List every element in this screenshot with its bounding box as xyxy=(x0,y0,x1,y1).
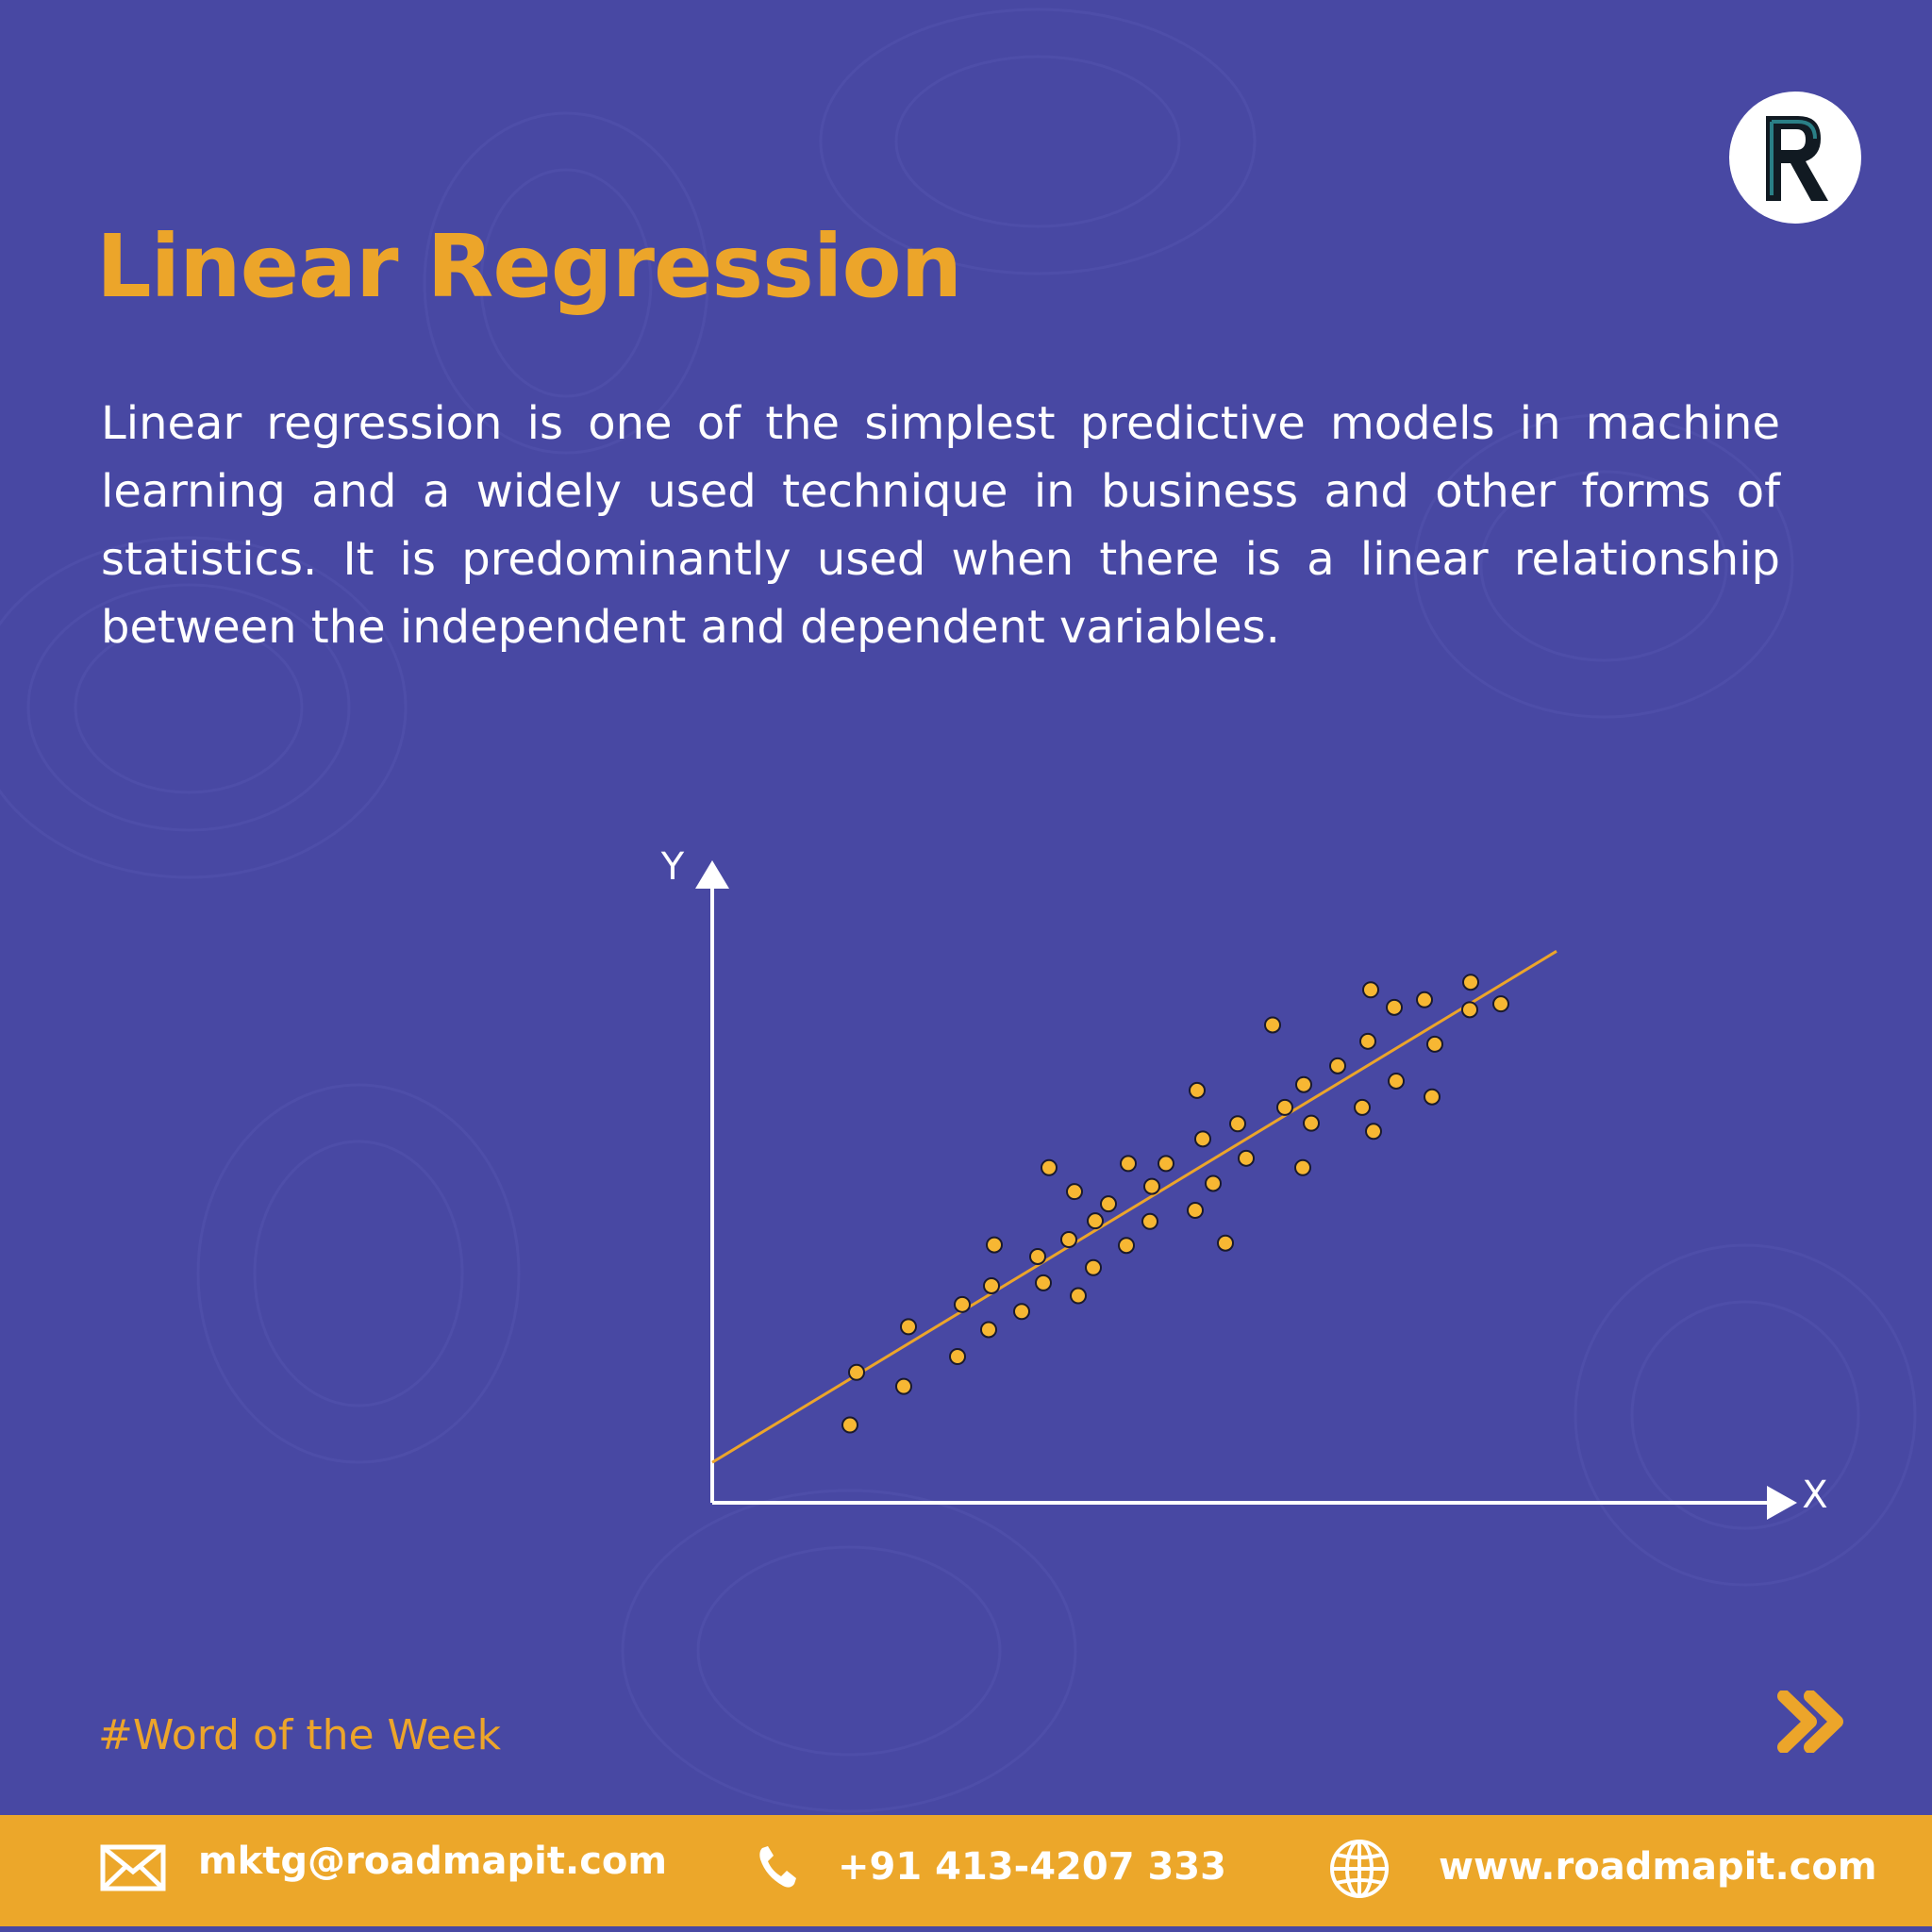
data-point xyxy=(954,1295,971,1313)
data-point xyxy=(1229,1115,1246,1133)
data-point xyxy=(1238,1149,1255,1167)
data-point xyxy=(1303,1114,1320,1132)
data-point xyxy=(1118,1237,1135,1255)
data-point xyxy=(1070,1287,1087,1305)
data-point xyxy=(1276,1098,1293,1116)
scatter-chart: Y X xyxy=(660,845,1828,1520)
data-point xyxy=(1359,1032,1376,1050)
data-point xyxy=(1087,1212,1104,1230)
data-point xyxy=(1100,1195,1117,1213)
data-point xyxy=(1365,1123,1382,1141)
data-point xyxy=(1041,1158,1058,1176)
data-point xyxy=(848,1363,865,1381)
data-point xyxy=(980,1321,997,1339)
data-point xyxy=(1386,998,1403,1016)
y-axis-label: Y xyxy=(660,845,685,889)
data-point xyxy=(1187,1202,1204,1219)
data-point xyxy=(1294,1158,1311,1176)
data-point xyxy=(1060,1231,1077,1248)
x-axis-arrowhead xyxy=(1767,1486,1797,1520)
data-point xyxy=(900,1318,917,1336)
data-point xyxy=(841,1416,858,1434)
data-point xyxy=(1264,1016,1281,1034)
data-point xyxy=(1295,1075,1312,1093)
data-point xyxy=(986,1236,1003,1254)
data-point xyxy=(1426,1035,1443,1053)
roadmap-r-logo-icon xyxy=(1766,116,1828,201)
data-point xyxy=(895,1377,912,1395)
data-point xyxy=(1424,1088,1441,1106)
data-point xyxy=(1085,1258,1102,1276)
data-point xyxy=(1066,1183,1083,1201)
data-point xyxy=(983,1276,1000,1294)
data-point xyxy=(1120,1155,1137,1173)
data-point xyxy=(1035,1274,1052,1291)
data-point xyxy=(949,1348,966,1365)
regression-line xyxy=(711,950,1557,1464)
data-point xyxy=(1029,1247,1046,1265)
data-point xyxy=(1217,1234,1234,1252)
contact-footer: mktg@roadmapit.com +91 413-4207 333 www.… xyxy=(0,1815,1932,1932)
data-point xyxy=(1461,1001,1478,1019)
data-point xyxy=(1462,974,1479,991)
data-point xyxy=(1143,1177,1160,1195)
data-point xyxy=(1189,1081,1206,1099)
page-title: Linear Regression xyxy=(96,216,962,317)
x-axis-label: X xyxy=(1802,1474,1827,1517)
globe-icon xyxy=(1328,1838,1391,1900)
data-point xyxy=(1194,1130,1211,1148)
y-axis-arrowhead xyxy=(695,860,729,889)
data-point xyxy=(1141,1212,1158,1230)
email-link[interactable]: mktg@roadmapit.com xyxy=(198,1840,668,1883)
phone-link[interactable]: +91 413-4207 333 xyxy=(838,1845,1226,1889)
data-point xyxy=(1362,981,1379,999)
bottom-divider xyxy=(0,1926,1932,1932)
data-point xyxy=(1416,991,1433,1008)
double-chevron-right-icon xyxy=(1777,1690,1843,1753)
website-link[interactable]: www.roadmapit.com xyxy=(1439,1845,1877,1889)
envelope-icon xyxy=(100,1841,166,1894)
phone-icon xyxy=(755,1840,802,1892)
hashtag-label: #Word of the Week xyxy=(98,1711,502,1759)
data-point xyxy=(1388,1072,1405,1090)
data-point xyxy=(1205,1174,1222,1192)
description-text: Linear regression is one of the simplest… xyxy=(101,397,1780,654)
data-point xyxy=(1492,995,1509,1013)
data-point xyxy=(1354,1098,1371,1116)
data-point xyxy=(1329,1057,1346,1074)
brand-logo xyxy=(1729,92,1861,224)
data-point xyxy=(1013,1303,1030,1321)
next-slide-button[interactable] xyxy=(1774,1684,1849,1759)
data-point xyxy=(1158,1155,1174,1173)
